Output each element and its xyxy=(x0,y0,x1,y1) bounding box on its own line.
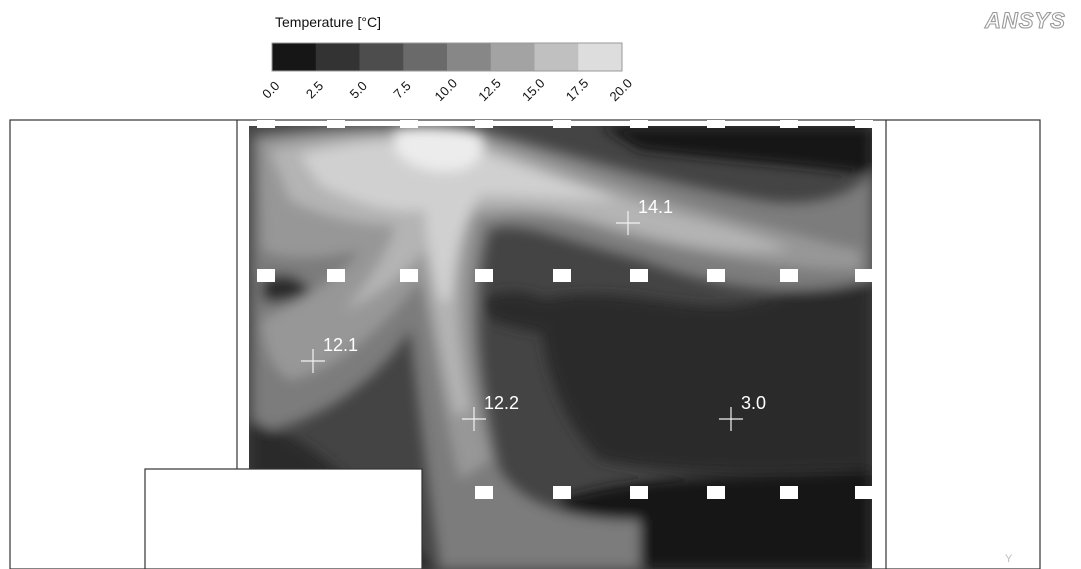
vent-opening xyxy=(780,269,798,282)
vent-opening xyxy=(327,120,345,128)
vent-opening xyxy=(630,269,648,282)
legend-swatch-0 xyxy=(272,43,317,71)
legend-tick-label: 20.0 xyxy=(607,76,636,105)
legend-swatch-4 xyxy=(447,43,492,71)
legend-ticks: 0.0 2.5 5.0 7.5 10.0 12.5 15.0 17.5 20.0 xyxy=(259,76,635,105)
cold-band-top-right xyxy=(600,126,872,175)
vent-opening xyxy=(707,120,725,128)
vent-opening xyxy=(855,486,873,499)
vent-opening xyxy=(630,120,648,128)
vent-opening xyxy=(327,269,345,282)
vent-opening xyxy=(257,269,275,282)
legend-tick-label: 15.0 xyxy=(519,76,548,105)
vent-opening xyxy=(855,269,873,282)
color-legend: Temperature [°C] 0.0 2.5 5.0 7.5 10.0 12.5 15.… xyxy=(259,14,635,104)
vent-opening xyxy=(257,120,275,128)
vent-opening xyxy=(400,120,418,128)
legend-tick-label: 0.0 xyxy=(259,78,282,101)
vent-opening xyxy=(780,120,798,128)
vent-opening xyxy=(780,486,798,499)
legend-tick-label: 10.0 xyxy=(432,76,461,105)
vent-opening xyxy=(707,486,725,499)
vent-opening xyxy=(553,269,571,282)
plume-band-17 xyxy=(300,140,620,300)
plume-band-20 xyxy=(395,126,484,172)
probe-point: 14.1 xyxy=(616,197,673,235)
cold-band-right xyxy=(540,267,872,473)
vent-opening xyxy=(630,486,648,499)
probe-value-label: 14.1 xyxy=(638,197,673,217)
probe-point: 12.2 xyxy=(462,393,519,431)
legend-swatch-7 xyxy=(578,43,623,71)
probe-markers: 14.1 12.1 12.2 3.0 xyxy=(301,197,766,431)
legend-tick-label: 17.5 xyxy=(563,76,592,105)
legend-swatch-2 xyxy=(359,43,404,71)
vent-opening xyxy=(553,120,571,128)
legend-swatch-1 xyxy=(315,43,360,71)
contour-bands xyxy=(249,126,872,569)
vent-opening xyxy=(475,269,493,282)
legend-tick-label: 5.0 xyxy=(347,78,370,101)
cool-pocket-center xyxy=(480,291,580,335)
vent-opening xyxy=(707,269,725,282)
probe-point: 3.0 xyxy=(719,393,766,431)
vent-opening xyxy=(475,120,493,128)
vent-openings xyxy=(257,120,873,499)
ansys-logo: ANSYS xyxy=(984,8,1066,33)
vent-opening xyxy=(400,269,418,282)
probe-point: 12.1 xyxy=(301,335,358,373)
legend-tick-label: 12.5 xyxy=(475,76,504,105)
legend-title: Temperature [°C] xyxy=(275,14,381,30)
vent-opening xyxy=(855,120,873,128)
outer-boundary xyxy=(9,119,1041,569)
axis-triad-y-label: Y xyxy=(1005,553,1013,565)
legend-swatch-5 xyxy=(490,43,535,71)
legend-tick-label: 2.5 xyxy=(303,78,326,101)
legend-tick-label: 7.5 xyxy=(390,78,413,101)
legend-swatch-3 xyxy=(403,43,448,71)
legend-frame xyxy=(271,42,623,72)
probe-value-label: 12.2 xyxy=(484,393,519,413)
probe-value-label: 12.1 xyxy=(323,335,358,355)
vent-opening xyxy=(475,486,493,499)
legend-swatch-6 xyxy=(534,43,579,71)
obstruction-block xyxy=(144,468,423,569)
vent-opening xyxy=(553,486,571,499)
probe-value-label: 3.0 xyxy=(741,393,766,413)
legend-swatches xyxy=(272,43,623,71)
